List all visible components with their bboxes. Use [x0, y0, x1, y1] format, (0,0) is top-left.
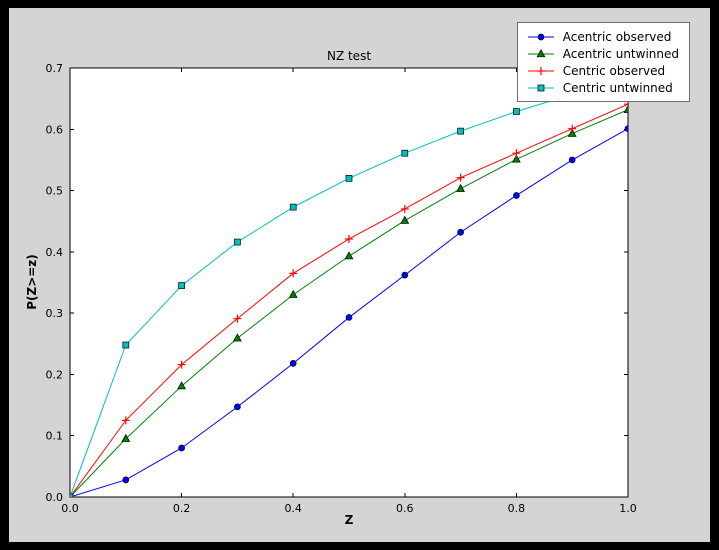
- svg-text:0.1: 0.1: [46, 430, 64, 443]
- svg-text:0.5: 0.5: [46, 185, 64, 198]
- legend-label: Acentric observed: [562, 29, 672, 44]
- x-axis-label: Z: [344, 513, 354, 527]
- svg-text:0.8: 0.8: [508, 502, 526, 515]
- legend-sample-line: [527, 33, 554, 40]
- svg-text:0.6: 0.6: [46, 123, 64, 136]
- legend-sample-line: [527, 66, 554, 75]
- legend-item: Acentric untwinned: [526, 45, 679, 62]
- svg-text:0.4: 0.4: [284, 502, 302, 515]
- svg-text:0.0: 0.0: [46, 491, 64, 504]
- svg-text:0.3: 0.3: [46, 307, 64, 320]
- svg-text:0.2: 0.2: [173, 502, 191, 515]
- svg-text:0.4: 0.4: [46, 246, 64, 259]
- legend-label: Centric untwinned: [562, 80, 673, 95]
- svg-text:1.0: 1.0: [619, 502, 637, 515]
- chart-title: NZ test: [326, 49, 372, 63]
- legend-sample-line: [527, 48, 554, 57]
- legend-label: Acentric untwinned: [562, 46, 679, 61]
- svg-text:0.7: 0.7: [46, 62, 64, 75]
- legend-label: Centric observed: [562, 63, 666, 78]
- legend-item: Acentric observed: [526, 28, 679, 45]
- y-axis-label: P(Z>=z): [25, 254, 39, 310]
- svg-text:0.0: 0.0: [61, 502, 79, 515]
- figure-canvas: 0.0 0.2 0.4 0.6 0.8 1.0 0.0 0.1 0.2 0.3 0.4 0.5 0.6 0…: [9, 8, 710, 542]
- svg-text:0.2: 0.2: [46, 368, 64, 381]
- svg-text:0.6: 0.6: [396, 502, 414, 515]
- legend: Acentric observed Acentric untwinned Centr…: [516, 22, 690, 102]
- legend-sample-line: [527, 84, 554, 91]
- legend-item: Centric observed: [526, 62, 679, 79]
- plot-svg: 0.0 0.2 0.4 0.6 0.8 1.0 0.0 0.1 0.2 0.3 0.4 0.5 0.6 0…: [46, 62, 637, 515]
- legend-item: Centric untwinned: [526, 79, 679, 96]
